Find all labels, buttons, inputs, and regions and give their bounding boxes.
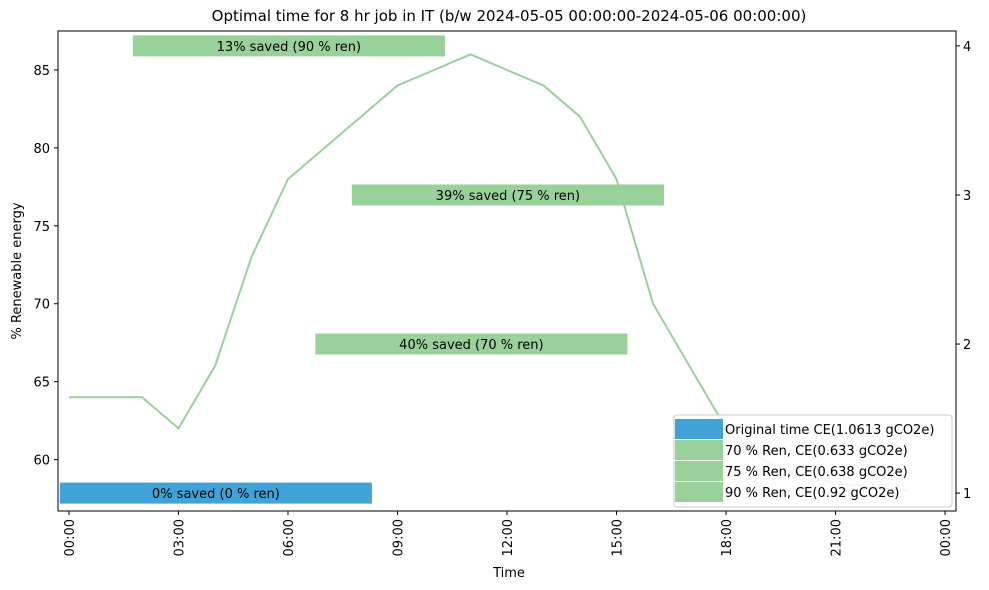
legend-label-1: 70 % Ren, CE(0.633 gCO2e) xyxy=(725,444,908,459)
job-bar-label-0: 0% saved (0 % ren) xyxy=(152,487,280,502)
job-bar-1 xyxy=(315,333,628,355)
x-tick-label: 00:00 xyxy=(939,519,954,556)
y2-tick-label: 3 xyxy=(963,189,971,204)
job-bar-3 xyxy=(132,35,445,57)
y-tick-label: 85 xyxy=(33,64,50,79)
legend-label-2: 75 % Ren, CE(0.638 gCO2e) xyxy=(725,465,908,480)
legend-label-3: 90 % Ren, CE(0.92 gCO2e) xyxy=(725,486,899,501)
x-tick-label: 15:00 xyxy=(611,519,626,556)
legend-swatch-1 xyxy=(675,440,723,460)
legend-swatch-3 xyxy=(675,482,723,502)
x-tick-label: 21:00 xyxy=(830,519,845,556)
x-axis-label: Time xyxy=(492,566,525,581)
x-tick-label: 03:00 xyxy=(172,519,187,556)
y-axis-label: % Renewable energy xyxy=(10,202,25,339)
job-bar-label-1: 40% saved (70 % ren) xyxy=(399,338,543,353)
legend-box xyxy=(673,414,953,508)
legend-label-0: Original time CE(1.0613 gCO2e) xyxy=(725,423,934,438)
y-tick-label: 80 xyxy=(33,142,50,157)
job-bar-label-3: 13% saved (90 % ren) xyxy=(217,40,361,55)
legend-swatch-2 xyxy=(675,461,723,481)
legend-swatch-0 xyxy=(675,419,723,439)
y2-tick-label: 1 xyxy=(963,487,971,502)
y-tick-label: 75 xyxy=(33,220,50,235)
y2-tick-label: 2 xyxy=(963,338,971,353)
chart-title: Optimal time for 8 hr job in IT (b/w 202… xyxy=(212,7,807,25)
y-tick-label: 60 xyxy=(33,454,50,469)
x-tick-label: 09:00 xyxy=(391,519,406,556)
x-tick-label: 06:00 xyxy=(282,519,297,556)
job-bar-0 xyxy=(59,482,372,504)
y-tick-label: 65 xyxy=(33,376,50,391)
y-tick-label: 70 xyxy=(33,298,50,313)
job-bar-2 xyxy=(351,184,664,206)
y2-tick-label: 4 xyxy=(963,40,971,55)
x-tick-label: 00:00 xyxy=(63,519,78,556)
job-bar-label-2: 39% saved (75 % ren) xyxy=(436,189,580,204)
x-tick-label: 18:00 xyxy=(720,519,735,556)
x-tick-label: 12:00 xyxy=(501,519,516,556)
